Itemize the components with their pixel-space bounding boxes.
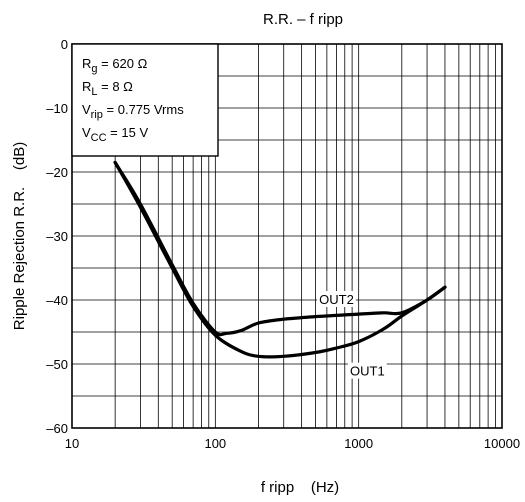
chart-title: R.R. – f ripp (263, 11, 343, 28)
series-label-out1: OUT1 (350, 364, 385, 379)
x-tick-label: 100 (204, 436, 226, 451)
series-labels: OUT1 OUT2 (317, 291, 387, 379)
x-tick-label: 1000 (344, 436, 373, 451)
x-tick-label: 10 (65, 436, 79, 451)
y-tick-label: –30 (46, 229, 68, 244)
x-tick-labels: 10 100 1000 10000 (65, 436, 520, 451)
series-label-bg (347, 362, 387, 379)
condition-line: VCC = 15 V (82, 125, 148, 144)
y-tick-label: –20 (46, 165, 68, 180)
y-tick-label: –10 (46, 101, 68, 116)
series-label-out2: OUT2 (319, 292, 354, 307)
condition-line: RL = 8 Ω (82, 79, 133, 98)
y-tick-label: –40 (46, 293, 68, 308)
series-group (113, 160, 447, 359)
x-tick-label: 10000 (484, 436, 520, 451)
y-tick-labels: 0 –10 –20 –30 –40 –50 –60 (46, 37, 68, 436)
series-label-bg (317, 291, 356, 307)
condition-line: Rg = 620 Ω (82, 56, 148, 75)
x-axis-label: f ripp (Hz) (261, 479, 339, 496)
plot-frame (71, 43, 503, 429)
y-tick-label: –60 (46, 421, 68, 436)
series-line-out1 (113, 160, 447, 359)
series-line-out2 (113, 160, 447, 337)
conditions-box: Rg = 620 Ω RL = 8 Ω Vrip = 0.775 Vrms VCC =… (71, 43, 219, 157)
y-tick-label: –50 (46, 357, 68, 372)
y-tick-label: 0 (61, 37, 68, 52)
y-axis-label: Ripple Rejection R.R. (dB) (11, 142, 28, 330)
condition-line: Vrip = 0.775 Vrms (82, 102, 184, 121)
